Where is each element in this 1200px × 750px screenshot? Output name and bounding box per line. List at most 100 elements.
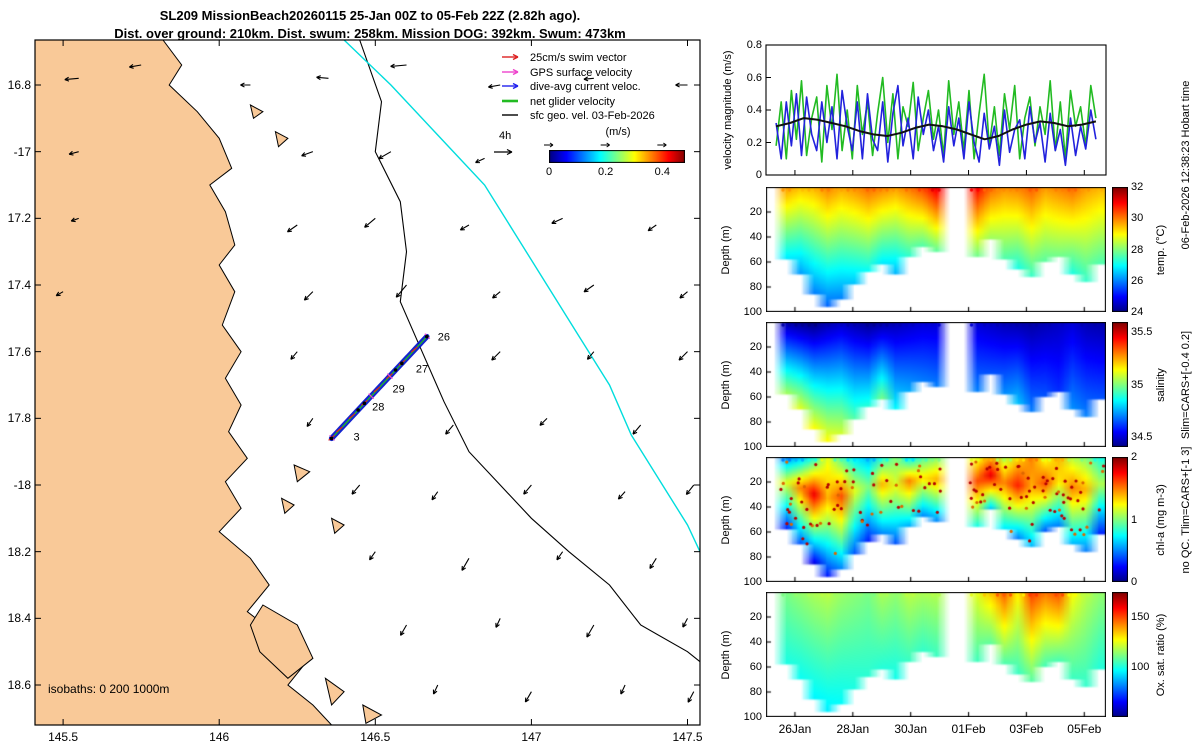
gps-velocity-tick bbox=[368, 393, 375, 400]
section-chla-colorbar bbox=[1112, 457, 1128, 582]
surfacing-dot bbox=[400, 361, 404, 366]
colorbar-tick-label: 35.5 bbox=[1131, 326, 1153, 339]
current-arrow bbox=[55, 291, 64, 297]
time-axis-label: 03Feb bbox=[1009, 722, 1044, 736]
legend-arrow-icon bbox=[502, 68, 519, 75]
map-colorbar-tick-label: 0.4 bbox=[654, 166, 670, 178]
time-axis-label: 01Feb bbox=[951, 722, 986, 736]
section-y-tick-label: 80 bbox=[749, 686, 762, 698]
legend-arrow-icon bbox=[502, 53, 519, 61]
current-arrow bbox=[649, 558, 657, 569]
section-y-tick-label: 100 bbox=[743, 711, 762, 723]
colorbar-title: chl-a (mg m-3) bbox=[1155, 483, 1167, 556]
section-y-tick-label: 60 bbox=[749, 256, 762, 268]
current-arrow bbox=[679, 291, 688, 299]
map-x-tick-label: 147.5 bbox=[672, 730, 703, 744]
figure-title-line1: SL209 MissionBeach20260115 25-Jan 00Z to… bbox=[159, 8, 581, 23]
time-axis-label: 05Feb bbox=[1067, 722, 1102, 736]
velocity-y-tick-label: 0.4 bbox=[746, 104, 762, 116]
legend-item-label: dive-avg current veloc. bbox=[530, 81, 641, 93]
current-arrow bbox=[556, 551, 564, 561]
island bbox=[280, 497, 295, 515]
current-arrow bbox=[632, 424, 642, 435]
current-arrow bbox=[70, 217, 79, 223]
map-y-tick-label: 17.6 bbox=[7, 344, 31, 359]
swim-vector-tick bbox=[336, 426, 343, 433]
section-y-tick-label: 80 bbox=[749, 416, 762, 428]
figure-title-line2: Dist. over ground: 210km. Dist. swum: 25… bbox=[114, 26, 626, 41]
swim-vector-tick bbox=[410, 346, 418, 353]
current-arrow bbox=[445, 424, 454, 435]
velocity-series-dive-avg bbox=[775, 84, 1097, 167]
colorbar-tick-label: 1 bbox=[1131, 513, 1138, 526]
colorbar-tick-label: 32 bbox=[1131, 181, 1144, 193]
section-y-tick-label: 100 bbox=[743, 441, 762, 453]
current-arrow bbox=[64, 76, 79, 82]
velocity-y-tick-label: 0.2 bbox=[746, 136, 762, 149]
section-y-tick-label: 80 bbox=[749, 281, 762, 293]
current-arrow bbox=[647, 224, 657, 232]
legend-glyph-head bbox=[512, 82, 519, 90]
velocity-ylabel-rot: velocity magnitude (m/s) bbox=[722, 50, 734, 170]
section-y-tick-label: 40 bbox=[749, 636, 762, 648]
colorbar-tick-label: 34.5 bbox=[1131, 430, 1153, 443]
current-arrow bbox=[369, 551, 376, 561]
current-arrow bbox=[459, 224, 470, 231]
map-y-tick-label: -18 bbox=[13, 478, 31, 492]
isobath-200-contour bbox=[359, 39, 701, 663]
legend-arrow-icon bbox=[502, 82, 519, 90]
map-y-tick-label: 18.4 bbox=[7, 611, 31, 626]
velocity-y-tick-label: 0.8 bbox=[746, 39, 762, 51]
current-arrow bbox=[491, 351, 501, 361]
section-temp-heatmap bbox=[766, 187, 1106, 312]
section-salinity-heatmap bbox=[766, 322, 1106, 447]
surfacing-dot bbox=[425, 334, 429, 339]
map-colorbar-tick-label: 0 bbox=[545, 166, 553, 178]
time-axis-label: 26Jan bbox=[778, 722, 812, 736]
map-colorbar bbox=[549, 150, 685, 163]
isobaths-label: isobaths: 0 200 1000m bbox=[48, 682, 170, 696]
current-arrow bbox=[682, 618, 688, 628]
track-day-label: 27 bbox=[416, 363, 428, 375]
island bbox=[249, 104, 264, 120]
current-arrow bbox=[678, 351, 688, 361]
current-arrow bbox=[524, 691, 532, 703]
swim-vector-tick bbox=[348, 413, 356, 420]
map-y-tick-label: 16.8 bbox=[7, 78, 31, 92]
surfacing-dot bbox=[393, 368, 398, 372]
current-arrow bbox=[378, 151, 392, 160]
current-arrow bbox=[523, 484, 532, 495]
current-arrow bbox=[495, 618, 501, 628]
island bbox=[324, 677, 345, 707]
map-y-tick-label: 18.6 bbox=[7, 678, 31, 692]
current-arrow bbox=[675, 82, 688, 88]
current-arrow bbox=[687, 691, 695, 703]
map-y-tick-label: 18.2 bbox=[7, 544, 31, 559]
current-arrow bbox=[685, 484, 695, 495]
depth-ylabel: Depth (m) bbox=[720, 225, 732, 274]
current-arrow bbox=[306, 418, 314, 428]
map-x-tick-label: 146 bbox=[209, 730, 230, 744]
current-arrow bbox=[316, 75, 329, 81]
section-y-tick-label: 40 bbox=[749, 501, 762, 513]
current-arrow bbox=[290, 351, 298, 360]
swim-vector-tick bbox=[373, 386, 381, 393]
track-day-label: 3 bbox=[353, 432, 359, 444]
current-arrow bbox=[586, 351, 595, 360]
legend-line-icon bbox=[502, 99, 518, 102]
scale-arrow-4h bbox=[494, 148, 513, 156]
section-y-tick-label: 20 bbox=[749, 476, 762, 488]
current-arrow bbox=[431, 491, 439, 501]
legend-item-label: 25cm/s swim vector bbox=[530, 52, 627, 64]
current-arrow bbox=[586, 624, 595, 638]
section-y-tick-label: 100 bbox=[743, 576, 762, 588]
current-arrow bbox=[129, 64, 142, 69]
section-y-tick-label: 100 bbox=[743, 306, 762, 318]
velocity-series-sfc bbox=[775, 117, 1097, 141]
colorbar-tick-arrow bbox=[544, 142, 554, 148]
time-axis-label: 30Jan bbox=[894, 722, 928, 736]
depth-ylabel: Depth (m) bbox=[720, 630, 732, 679]
colorbar-title: temp. (°C) bbox=[1155, 224, 1167, 275]
